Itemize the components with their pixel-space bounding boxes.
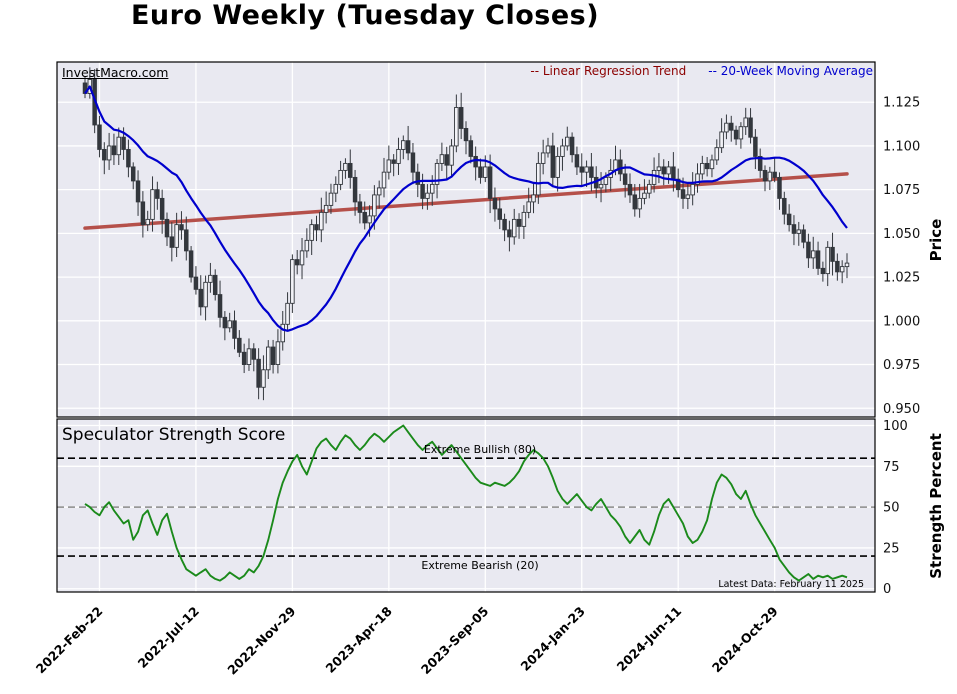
x-tick-label: 2022-Feb-22 [33,604,106,677]
price-tick-label: 1.025 [883,271,920,286]
price-tick-label: 1.125 [883,96,920,111]
page-title: Euro Weekly (Tuesday Closes) [130,0,600,31]
price-tick-label: 0.975 [883,358,920,373]
price-tick-label: 1.050 [883,227,920,242]
price-tick-label: 1.075 [883,183,920,198]
strength-tick-label: 0 [883,582,891,597]
strength-panel-border [56,418,876,593]
x-tick-label: 2023-Sep-05 [418,604,492,678]
price-tick-label: 1.100 [883,139,920,154]
strength-tick-label: 50 [883,501,900,516]
x-tick-label: 2022-Jul-12 [135,604,202,671]
price-panel-border [56,61,876,418]
x-tick-label: 2024-Oct-29 [709,604,781,676]
x-tick-label: 2024-Jun-11 [614,604,685,675]
legend: -- Linear Regression Trend -- 20-Week Mo… [530,64,873,78]
price-panel-bg [57,62,875,417]
strength-score-line [84,424,848,582]
watermark-label: InvestMacro.com [62,65,169,80]
price-tick-label: 0.950 [883,402,920,417]
strength-panel-bg [57,419,875,592]
strength-tick-label: 75 [883,460,900,475]
strength-axis-label: Strength Percent [927,433,945,579]
legend-ma-label: -- 20-Week Moving Average [708,64,873,78]
strength-tick-label: 25 [883,541,900,556]
strength-tick-label: 100 [883,419,908,434]
x-tick-label: 2023-Apr-18 [323,604,395,676]
extreme-bullish-annotation: Extreme Bullish (80) [423,443,537,456]
latest-data-label: Latest Data: February 11 2025 [718,579,864,590]
legend-regression-label: -- Linear Regression Trend [530,64,687,78]
strength-panel-title: Speculator Strength Score [62,425,286,445]
price-axis-label: Price [927,218,945,262]
regression-trend-line [83,172,849,230]
x-tick-label: 2024-Jan-23 [517,604,587,674]
price-tick-label: 1.000 [883,314,920,329]
x-tick-label: 2022-Nov-29 [224,604,298,678]
candlesticks [82,67,850,401]
moving-average-line [84,85,848,332]
extreme-bearish-annotation: Extreme Bearish (20) [421,559,539,572]
